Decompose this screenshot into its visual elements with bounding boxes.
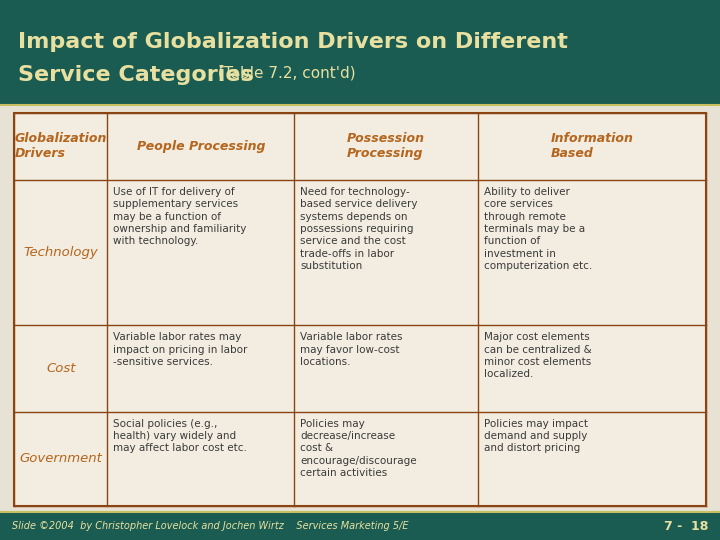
Text: Policies may
decrease/increase
cost &
encourage/discourage
certain activities: Policies may decrease/increase cost & en… [300, 418, 417, 478]
Text: Social policies (e.g.,
health) vary widely and
may affect labor cost etc.: Social policies (e.g., health) vary wide… [114, 418, 247, 454]
Text: Variable labor rates
may favor low-cost
locations.: Variable labor rates may favor low-cost … [300, 332, 402, 367]
Text: Cost: Cost [46, 362, 76, 375]
Bar [0, 0, 720, 105]
Text: Technology: Technology [23, 246, 98, 259]
Text: People Processing: People Processing [137, 140, 265, 153]
Bar [0, 512, 720, 540]
Text: Service Categories: Service Categories [18, 65, 253, 85]
Text: Policies may impact
demand and supply
and distort pricing: Policies may impact demand and supply an… [484, 418, 588, 454]
Text: Possession
Processing: Possession Processing [347, 132, 425, 160]
Text: Slide ©2004  by Christopher Lovelock and Jochen Wirtz    Services Marketing 5/E: Slide ©2004 by Christopher Lovelock and … [12, 521, 408, 531]
Text: Globalization
Drivers: Globalization Drivers [14, 132, 107, 160]
Text: 7 -  18: 7 - 18 [664, 519, 708, 532]
Text: Impact of Globalization Drivers on Different: Impact of Globalization Drivers on Diffe… [18, 32, 568, 52]
Text: Use of IT for delivery of
supplementary services
may be a function of
ownership : Use of IT for delivery of supplementary … [114, 187, 247, 246]
Text: (Table 7.2, cont'd): (Table 7.2, cont'd) [213, 65, 356, 80]
Bar [14, 113, 706, 506]
Text: Government: Government [19, 453, 102, 465]
Text: Need for technology-
based service delivery
systems depends on
possessions requi: Need for technology- based service deliv… [300, 187, 418, 271]
Text: Variable labor rates may
impact on pricing in labor
-sensitive services.: Variable labor rates may impact on prici… [114, 332, 248, 367]
Text: Information
Based: Information Based [550, 132, 634, 160]
Text: Ability to deliver
core services
through remote
terminals may be a
function of
i: Ability to deliver core services through… [484, 187, 592, 271]
Text: Major cost elements
can be centralized &
minor cost elements
localized.: Major cost elements can be centralized &… [484, 332, 591, 380]
